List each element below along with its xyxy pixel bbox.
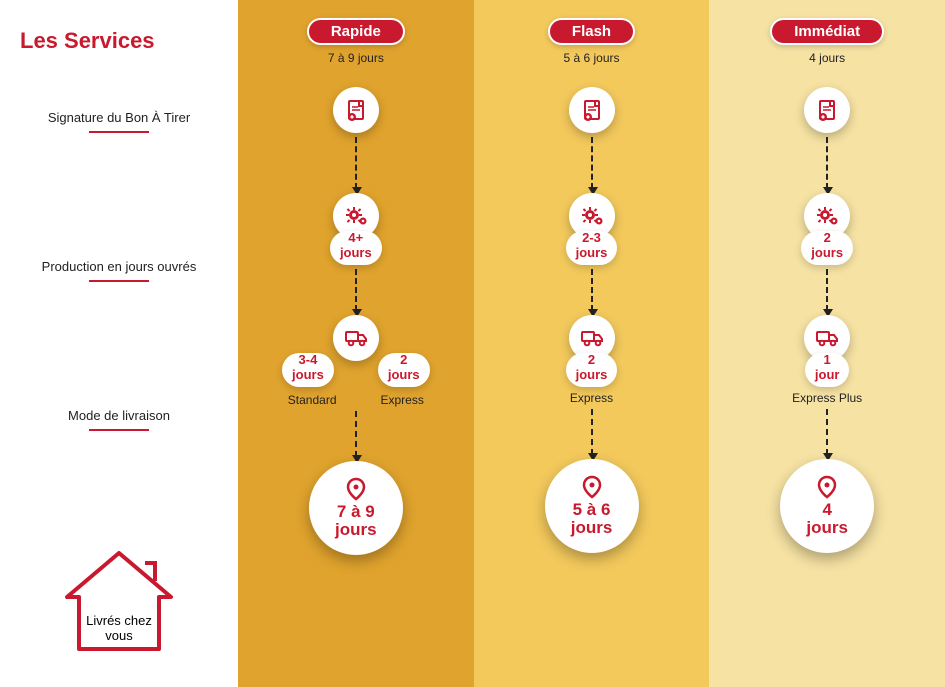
gears-icon bbox=[815, 204, 839, 228]
production-duration: 4+ jours bbox=[330, 231, 382, 265]
row-label-signature: Signature du Bon À Tirer bbox=[20, 110, 218, 133]
total-circle: 5 à 6 jours bbox=[545, 459, 639, 553]
service-column: Immédiat 4 jours 2 jours 1 jour Express Plus… bbox=[709, 0, 945, 687]
house-icon-wrap: Livrés chez vous bbox=[20, 547, 218, 667]
total-circle: 7 à 9 jours bbox=[309, 461, 403, 555]
gears-icon bbox=[580, 204, 604, 228]
flow-arrow bbox=[826, 269, 828, 311]
pin-icon bbox=[344, 477, 368, 501]
flow-arrow bbox=[591, 137, 593, 189]
service-pill: Flash bbox=[548, 18, 635, 45]
flow-arrow bbox=[826, 409, 828, 455]
delivery-mode-right: Express bbox=[381, 393, 424, 407]
truck-icon bbox=[815, 326, 839, 350]
delivery-mode: Express bbox=[570, 391, 613, 405]
delivery-duration-left: 3-4 jours bbox=[282, 353, 334, 387]
delivery-duration: 2 jours bbox=[566, 353, 618, 387]
delivery-split: 3-4 jours 2 jours bbox=[282, 353, 430, 387]
delivery-duration-right: 2 jours bbox=[378, 353, 430, 387]
house-label: Livrés chez vous bbox=[86, 613, 152, 643]
gears-icon bbox=[344, 204, 368, 228]
production-duration: 2-3 jours bbox=[566, 231, 618, 265]
pin-icon bbox=[580, 475, 604, 499]
doc-icon bbox=[344, 98, 368, 122]
columns-container: Rapide 7 à 9 jours 4+ jours 3-4 jours 2 jour… bbox=[238, 0, 945, 687]
service-column: Rapide 7 à 9 jours 4+ jours 3-4 jours 2 jour… bbox=[238, 0, 474, 687]
signature-icon bbox=[569, 87, 615, 133]
flow-arrow bbox=[826, 137, 828, 189]
row-label-production: Production en jours ouvrés bbox=[20, 259, 218, 282]
truck-icon bbox=[580, 326, 604, 350]
page-title: Les Services bbox=[20, 28, 218, 54]
delivery-mode-left: Standard bbox=[288, 393, 337, 407]
total-circle: 4 jours bbox=[780, 459, 874, 553]
doc-icon bbox=[815, 98, 839, 122]
truck-icon bbox=[344, 326, 368, 350]
service-subtitle: 4 jours bbox=[809, 51, 845, 65]
signature-icon bbox=[333, 87, 379, 133]
total-duration: 7 à 9 jours bbox=[335, 503, 377, 539]
service-column: Flash 5 à 6 jours 2-3 jours 2 jours Express 5… bbox=[474, 0, 710, 687]
service-subtitle: 7 à 9 jours bbox=[328, 51, 384, 65]
doc-icon bbox=[580, 98, 604, 122]
delivery-modes: Standard Express bbox=[288, 389, 424, 407]
flow-arrow bbox=[355, 137, 357, 189]
sidebar: Les Services Signature du Bon À Tirer Pr… bbox=[0, 0, 238, 687]
delivery-mode: Express Plus bbox=[792, 391, 862, 405]
delivery-duration: 1 jour bbox=[805, 353, 850, 387]
pin-icon bbox=[815, 475, 839, 499]
service-pill: Immédiat bbox=[770, 18, 884, 45]
production-duration: 2 jours bbox=[801, 231, 853, 265]
row-label-delivery: Mode de livraison bbox=[20, 408, 218, 431]
service-pill: Rapide bbox=[307, 18, 405, 45]
flow-arrow bbox=[355, 269, 357, 311]
signature-icon bbox=[804, 87, 850, 133]
flow-arrow bbox=[591, 269, 593, 311]
service-subtitle: 5 à 6 jours bbox=[563, 51, 619, 65]
total-duration: 5 à 6 jours bbox=[571, 501, 613, 537]
total-duration: 4 jours bbox=[806, 501, 848, 537]
flow-arrow bbox=[355, 411, 357, 457]
flow-arrow bbox=[591, 409, 593, 455]
